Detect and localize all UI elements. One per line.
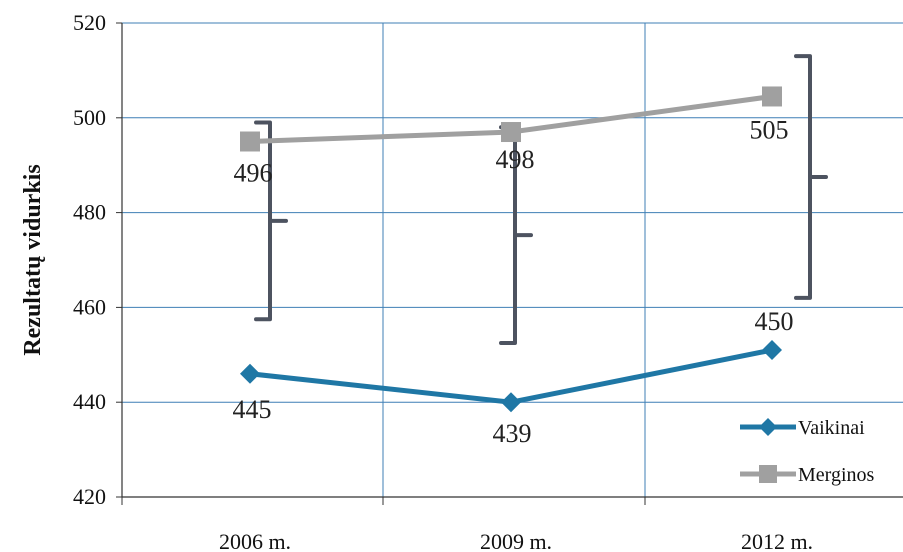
series-layer (240, 86, 782, 413)
brackets (254, 54, 828, 345)
point-merginos-0 (240, 131, 260, 152)
data-labels: 445 439 450 496 498 505 (233, 115, 794, 448)
data-label-vaikinai-1: 439 (493, 419, 532, 448)
x-tick-label-2: 2012 m. (741, 529, 813, 552)
x-tick-label-1: 2009 m. (480, 529, 552, 552)
data-label-vaikinai-0: 445 (233, 395, 272, 424)
legend-marker-merginos (759, 465, 777, 483)
data-label-merginos-0: 496 (234, 159, 273, 188)
point-vaikinai-1 (501, 392, 521, 413)
data-label-merginos-1: 498 (496, 145, 535, 174)
point-merginos-1 (501, 122, 521, 143)
y-tick-label-480: 480 (73, 200, 106, 225)
x-tick-label-0: 2006 m. (219, 529, 291, 552)
axes: 420 440 460 480 500 520 2006 m. 2009 m. 2012 m. (73, 10, 903, 552)
data-label-merginos-2: 505 (750, 115, 789, 144)
y-tick-label-420: 420 (73, 484, 106, 509)
y-axis-label: Rezultatų vidurkis (20, 164, 46, 355)
bracket-2 (794, 54, 828, 300)
legend: Vaikinai Merginos (740, 417, 875, 486)
bracket-0 (254, 120, 288, 322)
legend-label-vaikinai: Vaikinai (798, 417, 865, 439)
legend-marker-vaikinai (759, 418, 777, 436)
data-label-vaikinai-2: 450 (755, 307, 794, 336)
point-vaikinai-0 (240, 363, 260, 384)
y-tick-label-500: 500 (73, 105, 106, 130)
legend-label-merginos: Merginos (798, 464, 875, 486)
y-tick-label-440: 440 (73, 389, 106, 414)
point-vaikinai-2 (762, 340, 782, 361)
grid (122, 22, 903, 497)
y-tick-label-520: 520 (73, 10, 106, 35)
point-merginos-2 (762, 86, 782, 107)
y-tick-label-460: 460 (73, 294, 106, 319)
